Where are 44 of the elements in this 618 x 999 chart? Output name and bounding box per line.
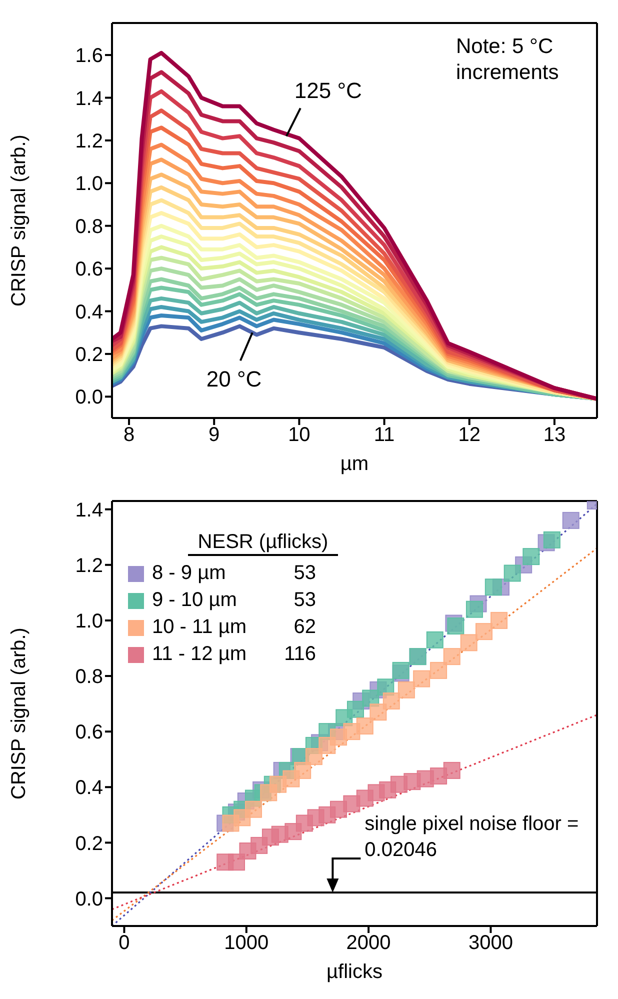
legend-label: 9 - 10 µm: [152, 589, 238, 612]
annotation: 53: [292, 562, 316, 585]
y-tick-label: 1.0: [75, 610, 103, 633]
x-axis-title: µm: [340, 453, 369, 475]
legend-label: 11 - 12 µm: [152, 643, 248, 666]
annotation: 62: [292, 616, 316, 639]
y-tick-label: 0.4: [75, 777, 103, 800]
y-tick-label: 0.8: [75, 216, 103, 238]
y-tick-label: 1.6: [75, 45, 103, 68]
x-axis-title: µflicks: [326, 961, 382, 983]
legend-label: 8 - 9 µm: [152, 562, 227, 585]
y-tick-label: 1.2: [75, 554, 103, 577]
x-tick-label: 2000: [346, 932, 391, 954]
y-tick-label: 1.4: [75, 499, 103, 522]
annotation: Note: 5 °C increments: [456, 34, 560, 86]
x-tick-label: 9: [208, 424, 220, 446]
annotation: 20 °C: [206, 366, 262, 392]
x-tick-label: 3000: [468, 932, 513, 954]
annotation: 116: [283, 643, 316, 666]
legend-label: 10 - 11 µm: [152, 616, 248, 639]
y-tick-label: 0.0: [75, 888, 103, 910]
y-tick-label: 0.4: [75, 301, 103, 324]
y-axis-title: CRISP signal (arb.): [8, 628, 30, 800]
x-tick-label: 1000: [224, 932, 269, 954]
y-tick-label: 0.2: [75, 832, 103, 855]
annotation: 125 °C: [294, 78, 362, 104]
x-tick-label: 10: [288, 424, 310, 446]
y-tick-label: 1.2: [75, 130, 103, 153]
x-tick-label: 0: [118, 932, 130, 954]
legend-title: NESR (µflicks): [188, 530, 338, 556]
x-tick-label: 8: [123, 424, 135, 446]
y-axis-title: CRISP signal (arb.): [8, 134, 30, 306]
y-tick-label: 0.2: [75, 344, 103, 366]
y-tick-label: 0.0: [75, 386, 103, 409]
x-tick-label: 13: [543, 424, 566, 446]
y-tick-label: 1.0: [75, 173, 103, 196]
x-tick-label: 12: [458, 424, 480, 446]
x-tick-label: 11: [374, 424, 395, 446]
y-tick-label: 1.4: [75, 88, 103, 110]
y-tick-label: 0.6: [75, 722, 103, 744]
ref-line-label: single pixel noise floor = 0.02046: [364, 812, 580, 863]
y-tick-label: 0.6: [75, 258, 103, 281]
y-tick-label: 0.8: [75, 666, 103, 688]
annotation: 53: [292, 589, 316, 612]
